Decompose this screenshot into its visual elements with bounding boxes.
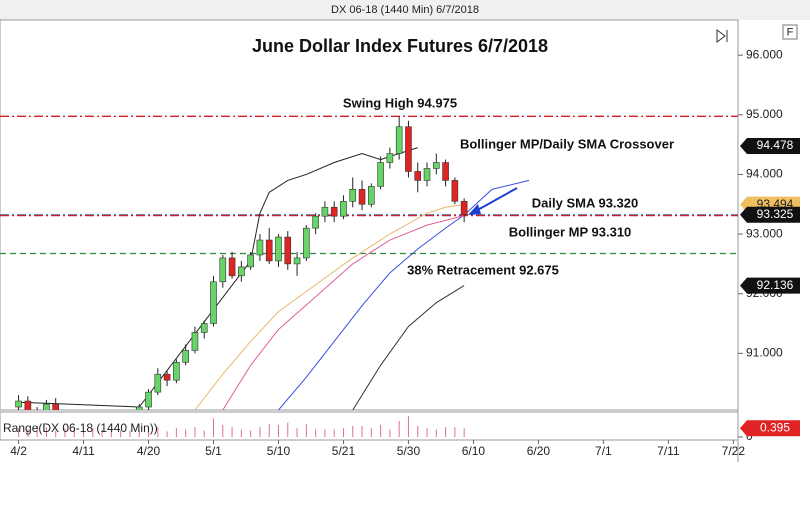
- price-label: 93.325: [757, 207, 794, 221]
- x-tick-label: 6/20: [527, 444, 551, 458]
- arrow-head: [468, 204, 481, 215]
- chart-title: June Dollar Index Futures 6/7/2018: [252, 36, 548, 56]
- candle-body: [368, 186, 375, 205]
- plot-area: [0, 115, 738, 410]
- x-tick-label: 5/21: [332, 444, 356, 458]
- x-tick-label: 6/10: [462, 444, 486, 458]
- level-label: Swing High 94.975: [343, 95, 457, 110]
- candle-body: [135, 406, 143, 410]
- x-tick-label: 5/10: [267, 444, 291, 458]
- y-tick-label: 96.000: [746, 47, 783, 61]
- candle-body: [219, 257, 227, 283]
- candle-body: [349, 189, 357, 202]
- play-icon[interactable]: [716, 29, 728, 43]
- candle-body: [228, 257, 236, 277]
- x-tick-label: 7/22: [722, 444, 746, 458]
- x-tick-label: 5/30: [397, 444, 421, 458]
- candle-body: [200, 323, 208, 333]
- annotation: Bollinger MP/Daily SMA Crossover: [460, 136, 674, 151]
- level-label: Bollinger MP 93.310: [509, 224, 632, 239]
- candle-body: [15, 400, 22, 408]
- candle-body: [24, 400, 32, 410]
- x-tick-label: 4/2: [10, 444, 27, 458]
- level-label: Daily SMA 93.320: [532, 195, 638, 210]
- candle-body: [312, 215, 319, 229]
- x-tick-label: 7/1: [595, 444, 612, 458]
- candle-body: [284, 236, 292, 265]
- arrow: [473, 187, 518, 213]
- candle-body: [247, 254, 254, 268]
- price-label-box: [740, 277, 800, 294]
- f-button-label[interactable]: F: [787, 26, 794, 38]
- price-label: 92.136: [757, 278, 794, 292]
- header-text: DX 06-18 (1440 Min) 6/7/2018: [331, 4, 479, 16]
- candle-body: [182, 350, 189, 363]
- y-tick-label: 93.000: [746, 226, 783, 240]
- y-tick-label: 91.000: [746, 346, 783, 360]
- indicator-line: [18, 147, 418, 408]
- indicator-line: [278, 179, 530, 410]
- indicator-line: [352, 285, 465, 410]
- candle-body: [442, 162, 449, 181]
- lower-price-label: 0.395: [760, 420, 790, 434]
- f-button[interactable]: [782, 24, 798, 40]
- candle-body: [414, 171, 422, 181]
- x-tick-label: 4/11: [72, 444, 95, 458]
- candle-body: [340, 200, 347, 217]
- candle-body: [191, 332, 199, 351]
- price-label-box: [740, 137, 800, 154]
- candle-body: [395, 126, 403, 154]
- candle-body: [405, 126, 412, 172]
- candle-body: [154, 373, 162, 393]
- candle-body: [423, 168, 431, 181]
- candle-body: [145, 391, 152, 408]
- candle-body: [321, 206, 329, 217]
- indicator-line: [194, 204, 465, 410]
- candle-body: [451, 180, 459, 202]
- indicator-line: [222, 215, 465, 410]
- candle-body: [386, 153, 394, 163]
- price-label-box: [740, 206, 800, 223]
- header-bar: [0, 0, 810, 20]
- candle-body: [210, 281, 217, 324]
- level-label: 38% Retracement 92.675: [407, 262, 559, 277]
- x-tick-label: 5/1: [205, 444, 222, 458]
- candle-body: [303, 227, 310, 259]
- candle-body: [358, 189, 366, 205]
- lower-panel-title: Range(DX 06-18 (1440 Min)): [3, 421, 158, 435]
- overlay: 91.00092.00093.00094.00095.00096.0004/24…: [3, 47, 800, 458]
- y-tick-label: 95.000: [746, 107, 783, 121]
- candle-body: [173, 361, 180, 381]
- candle-body: [293, 257, 301, 265]
- candle-body: [275, 236, 282, 262]
- candle-body: [238, 266, 245, 277]
- candle-body: [265, 239, 273, 262]
- price-label: 94.478: [757, 138, 794, 152]
- candle-body: [377, 162, 384, 187]
- candle-body: [43, 403, 50, 410]
- candle-body: [163, 373, 171, 381]
- y-tick-label: 94.000: [746, 167, 783, 181]
- candle-body: [330, 206, 338, 217]
- x-tick-label: 4/20: [137, 444, 161, 458]
- candle-body: [460, 200, 468, 216]
- lower-panel: [18, 416, 465, 437]
- x-tick-label: 7/11: [657, 444, 680, 458]
- candle-body: [433, 162, 440, 169]
- lower-price-box: [740, 420, 800, 437]
- candle-body: [52, 403, 59, 410]
- candle-body: [256, 239, 264, 256]
